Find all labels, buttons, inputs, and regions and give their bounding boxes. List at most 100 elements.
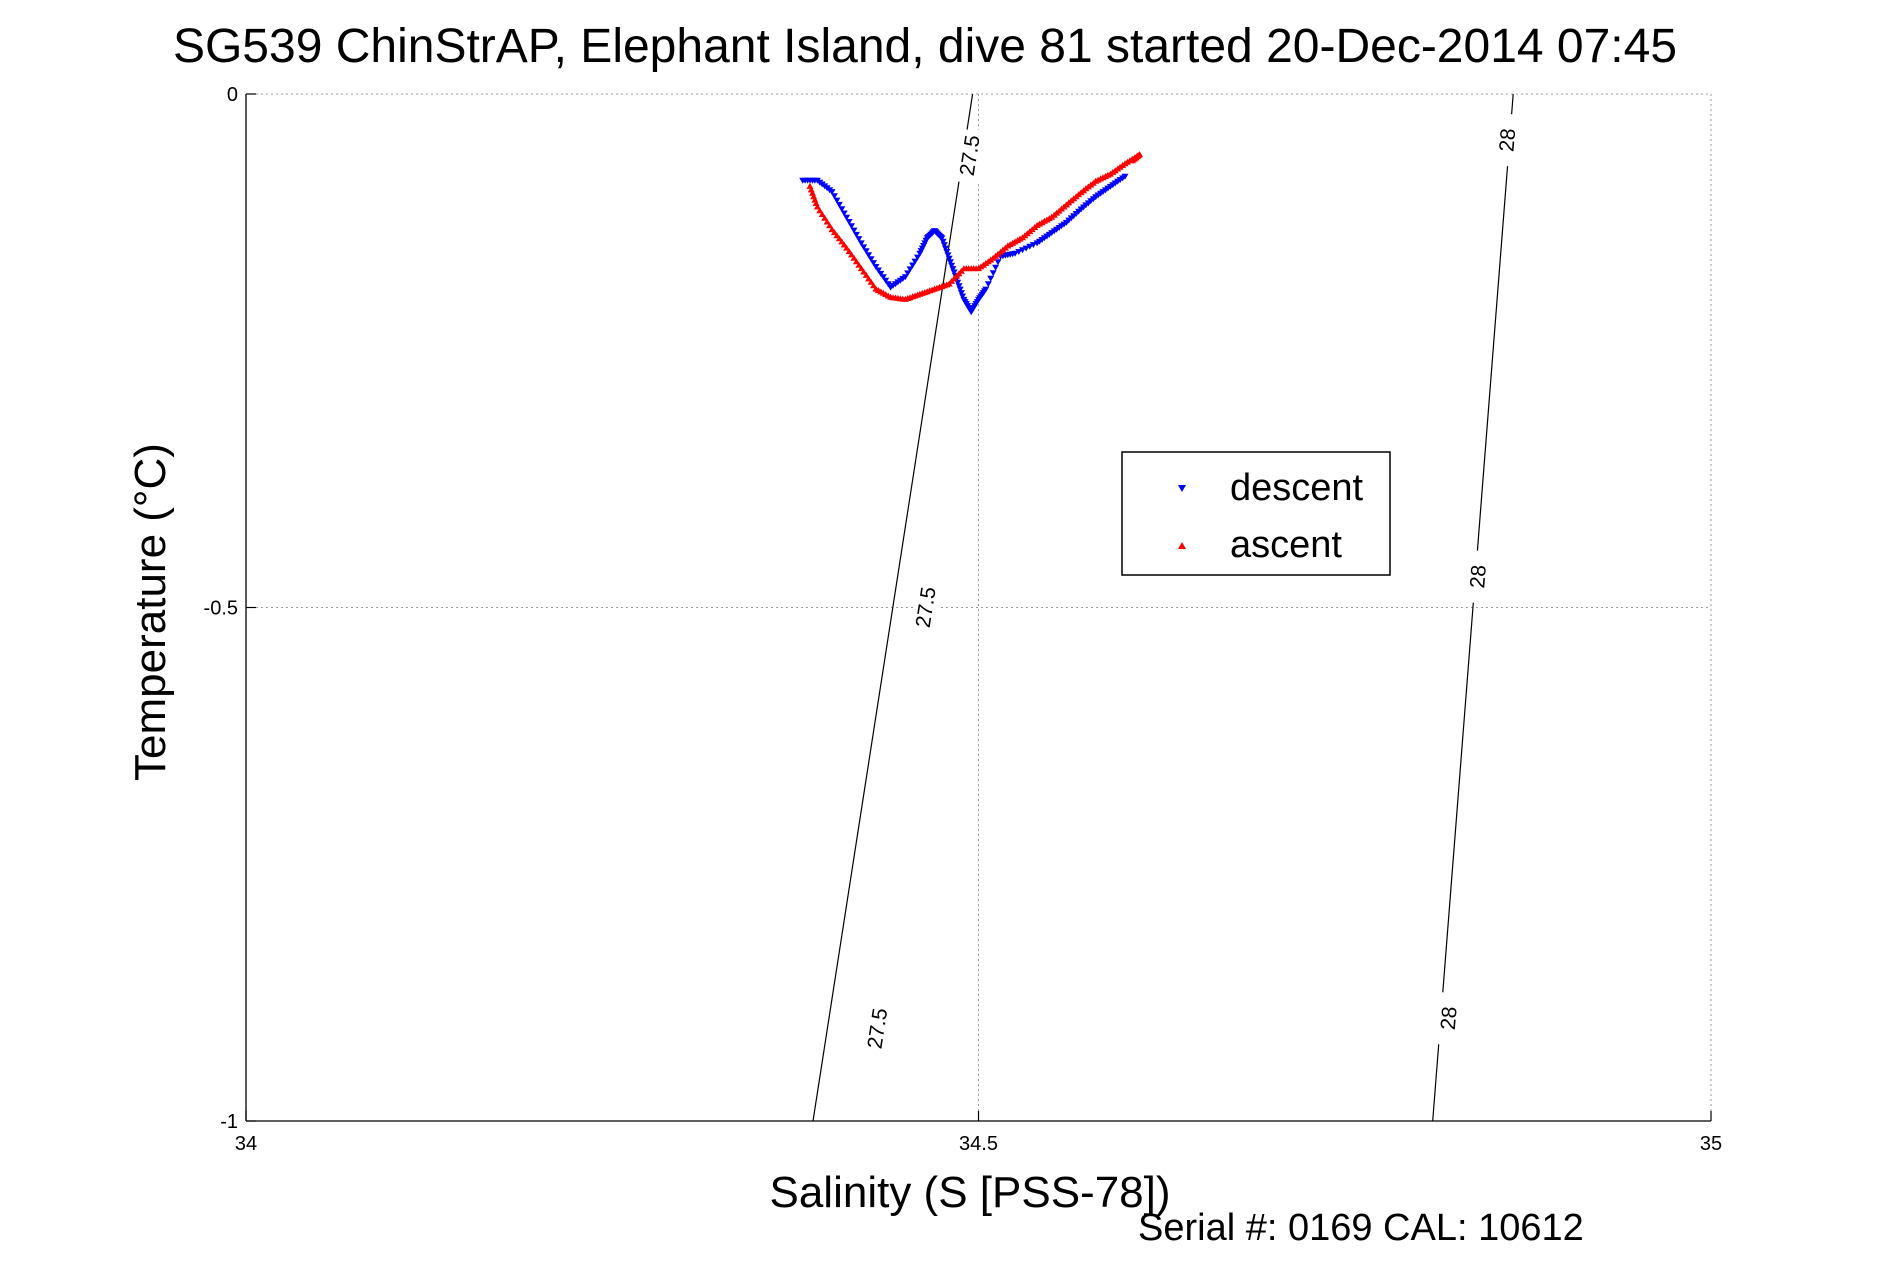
- ascent-point: [848, 251, 855, 258]
- descent-point: [957, 290, 965, 297]
- ascent-point: [818, 211, 826, 217]
- legend-ascent-label: ascent: [1230, 524, 1342, 566]
- legend: descent ascent: [1121, 451, 1391, 576]
- ascent-point: [845, 248, 853, 254]
- ascent-point: [862, 271, 870, 278]
- descent-point: [906, 266, 914, 273]
- descent-point: [855, 236, 863, 243]
- contour-label-bg: [1437, 992, 1464, 1045]
- descent-point: [943, 249, 951, 255]
- descent-point: [945, 255, 953, 262]
- descent-point: [909, 262, 917, 269]
- contour-label-bg: [1495, 114, 1522, 167]
- data-series: [799, 151, 1144, 316]
- ascent-point: [823, 218, 831, 225]
- descent-point: [944, 252, 952, 259]
- descent-point: [845, 219, 853, 225]
- descent-point: [850, 227, 858, 234]
- ascent-point: [826, 222, 834, 229]
- descent-point: [870, 260, 877, 267]
- descent-point: [982, 286, 990, 293]
- contour-line-0: [812, 93, 974, 1122]
- descent-point: [843, 214, 851, 221]
- descent-point: [879, 274, 887, 281]
- ascent-point: [865, 275, 873, 282]
- contour-label-bg: [914, 581, 941, 634]
- descent-point: [987, 275, 995, 282]
- descent-point: [860, 244, 868, 251]
- ascent-point: [857, 265, 865, 272]
- x-tick-label: 35: [1700, 1133, 1722, 1155]
- descent-point: [959, 293, 967, 300]
- ascent-point: [867, 278, 875, 285]
- descent-point: [904, 270, 912, 277]
- x-tick-label: 34.5: [959, 1133, 998, 1155]
- chart-title: SG539 ChinStrAP, Elephant Island, dive 8…: [173, 20, 1677, 73]
- grid-lines: [246, 93, 1712, 1121]
- descent-point: [914, 254, 921, 261]
- descent-point: [948, 262, 956, 269]
- descent-point: [1121, 173, 1129, 180]
- descent-point: [942, 245, 949, 252]
- legend-descent-label: descent: [1230, 467, 1364, 509]
- descent-point: [1019, 247, 1026, 254]
- descent-point: [882, 277, 890, 284]
- descent-point: [884, 281, 892, 288]
- ascent-point: [813, 203, 821, 210]
- ascent-point: [855, 261, 863, 268]
- ascent-point: [852, 258, 860, 265]
- descent-point: [857, 240, 865, 247]
- descent-point: [940, 242, 948, 249]
- descent-point: [877, 270, 885, 277]
- ascent-point: [843, 244, 851, 251]
- descent-point: [938, 235, 946, 242]
- contour-line-1: [1432, 93, 1514, 1122]
- descent-point: [833, 197, 841, 204]
- legend-box: [1121, 451, 1391, 576]
- contour-label: 28: [1495, 128, 1520, 153]
- descent-point: [946, 259, 954, 266]
- descent-point: [1026, 243, 1034, 250]
- descent-point: [901, 274, 909, 281]
- descent-point: [950, 269, 958, 276]
- descent-point: [840, 210, 848, 217]
- serial-cal-label: Serial #: 0169 CAL: 10612: [1138, 1207, 1584, 1249]
- y-axis-label: Temperature (°C): [126, 443, 175, 781]
- contour-label-bg: [865, 1002, 892, 1055]
- ascent-point: [806, 182, 814, 189]
- descent-point: [852, 231, 860, 238]
- ascent-point: [1128, 157, 1136, 164]
- descent-point: [989, 270, 997, 277]
- descent-point: [874, 267, 882, 274]
- ascent-point: [850, 254, 858, 261]
- contour-label: 28: [1466, 564, 1491, 589]
- descent-point: [835, 201, 843, 208]
- legend-ascent-marker: [1178, 542, 1186, 549]
- x-axis-label: Salinity (S [PSS-78]): [769, 1168, 1170, 1217]
- descent-point: [992, 264, 1000, 271]
- ascent-point: [870, 282, 877, 289]
- descent-point: [1011, 250, 1019, 257]
- descent-point: [911, 258, 919, 265]
- ascent-point: [860, 268, 868, 275]
- descent-point: [939, 238, 947, 245]
- descent-point: [1029, 242, 1037, 249]
- descent-point: [949, 266, 957, 273]
- descent-point: [830, 193, 838, 200]
- descent-point: [872, 264, 880, 270]
- descent-point: [1015, 249, 1023, 255]
- descent-point: [862, 248, 870, 255]
- descent-point: [828, 189, 836, 196]
- y-tick-label: 0: [227, 84, 238, 106]
- descent-point: [1022, 245, 1030, 252]
- contour-label-bg: [1466, 550, 1493, 603]
- descent-point: [955, 283, 963, 290]
- legend-descent-marker: [1178, 485, 1186, 492]
- tick-labels: 34 34.5 35 -1 -0.5 0: [204, 84, 1723, 1155]
- x-tick-label: 34: [235, 1133, 257, 1155]
- contour-label: 28: [1437, 1006, 1462, 1031]
- contour-label-bg: [958, 129, 985, 182]
- descent-point: [984, 281, 992, 288]
- descent-point: [867, 256, 875, 263]
